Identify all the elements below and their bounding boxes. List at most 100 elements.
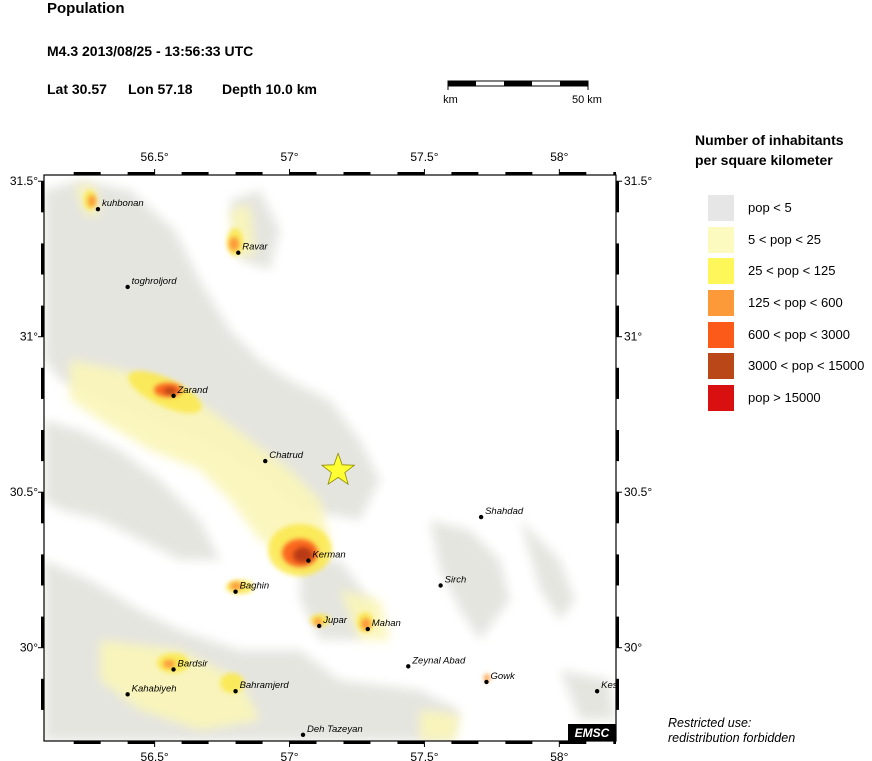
city-dot <box>233 689 238 694</box>
legend-label: pop < 5 <box>748 200 792 215</box>
frame-tick-right <box>616 243 619 275</box>
legend-label: pop > 15000 <box>748 390 821 406</box>
legend-swatch <box>708 290 734 317</box>
frame-tick-bottom <box>127 741 155 744</box>
city-dot <box>478 514 484 520</box>
legend-title-line1: Number of inhabitants <box>695 132 844 148</box>
frame-tick-left <box>41 430 44 462</box>
frame-tick-bottom <box>289 741 317 744</box>
scale-bar: 0 km 50 km <box>440 80 602 106</box>
lon-label-bottom: 58° <box>550 750 568 761</box>
frame-tick-left <box>41 243 44 275</box>
city-dot <box>594 689 600 694</box>
legend-swatch <box>708 385 734 412</box>
frame-tick-left <box>41 367 44 399</box>
frame-tick-top <box>451 172 479 175</box>
frame-tick-bottom <box>613 741 616 744</box>
frame-tick-top <box>235 172 263 175</box>
frame-tick-left <box>41 678 44 710</box>
city-label: Ravar <box>242 242 268 253</box>
scale-left-label: 0 km <box>440 94 458 106</box>
city-label: Jupar <box>322 615 348 626</box>
longitude-label: Lon 57.18 <box>128 81 193 97</box>
frame-tick-top <box>613 172 616 175</box>
lon-label-top: 56.5° <box>141 150 169 164</box>
city-dot <box>233 589 238 594</box>
longitude-tick-labels: 56.5° 56.5° 57° 57° 57.5° 57.5° 58° 58° <box>141 150 569 761</box>
frame-tick-bottom <box>559 741 587 744</box>
frame-tick-right <box>616 678 619 710</box>
lon-label-bottom: 57° <box>280 750 298 761</box>
lon-label-bottom: 56.5° <box>141 750 169 761</box>
legend-label: 600 < pop < 3000 <box>748 326 850 342</box>
frame-tick-bottom <box>181 741 209 744</box>
city-label: Kes <box>601 680 618 691</box>
frame-tick-top <box>73 172 101 175</box>
usage-note-line1: Restricted use: <box>668 716 752 730</box>
epicenter-star-icon <box>320 452 356 486</box>
legend-swatch <box>708 321 734 348</box>
legend-label: 3000 < pop < 15000 <box>748 358 865 374</box>
city-dot <box>406 664 411 669</box>
city-dot <box>484 679 489 685</box>
frame-tick-right <box>616 367 619 399</box>
latitude-label: Lat 30.57 <box>47 81 107 97</box>
lon-label-top: 57.5° <box>410 150 438 164</box>
frame-tick-bottom <box>451 741 479 744</box>
city-dot <box>125 692 130 697</box>
lat-label-left: 30.5° <box>10 485 38 499</box>
city-dot <box>95 207 101 212</box>
lat-label-right: 30.5° <box>624 485 652 499</box>
legend-swatch <box>708 258 734 285</box>
frame-tick-bottom <box>235 741 263 744</box>
lat-label-left: 31° <box>20 330 38 344</box>
frame-ticks <box>41 172 619 744</box>
lat-label-left: 30° <box>20 641 38 655</box>
frame-tick-left <box>41 616 44 648</box>
frame-tick-bottom <box>343 741 371 744</box>
city-dot <box>317 623 322 629</box>
city-label: Sirch <box>445 575 467 586</box>
lat-label-right: 31.5° <box>624 174 652 188</box>
frame-tick-top <box>127 172 155 175</box>
city-label: Zeynal Abad <box>411 655 466 666</box>
city-dot <box>171 667 176 672</box>
frame-tick-top <box>343 172 371 175</box>
frame-tick-right <box>616 492 619 524</box>
frame-tick-left <box>41 305 44 337</box>
lon-label-top: 57° <box>280 150 298 164</box>
frame-tick-left <box>41 492 44 524</box>
city-dot <box>365 626 370 632</box>
city-label: Kerman <box>312 550 345 561</box>
frame-tick-right <box>616 616 619 648</box>
event-summary: M4.3 2013/08/25 - 13:56:33 UTC <box>47 43 254 59</box>
frame-tick-left <box>41 554 44 586</box>
city-label: Deh Tazeyan <box>307 724 363 735</box>
frame-tick-right <box>616 305 619 337</box>
city-dot <box>263 458 268 464</box>
credit-label: EMSC <box>575 726 610 740</box>
legend-swatch <box>708 195 734 221</box>
city-dot <box>438 583 443 588</box>
frame-tick-top <box>181 172 209 175</box>
frame-tick-right <box>616 554 619 586</box>
frame-tick-left <box>41 181 44 213</box>
population-density-layer <box>44 180 615 741</box>
frame-tick-bottom <box>73 741 101 744</box>
city-label: Shahdad <box>485 506 524 517</box>
scale-right-label: 50 km <box>572 94 602 106</box>
legend-title-line2: per square kilometer <box>695 152 833 168</box>
frame-tick-right <box>616 181 619 213</box>
frame-tick-bottom <box>505 741 533 744</box>
city-dot <box>171 393 176 399</box>
frame-tick-top <box>505 172 533 175</box>
frame-tick-top <box>397 172 425 175</box>
legend-swatch <box>708 353 734 380</box>
city-label: Zarand <box>177 385 209 396</box>
lon-label-top: 58° <box>550 150 568 164</box>
city-label: Baghin <box>240 581 270 592</box>
city-dot <box>300 732 306 737</box>
frame-tick-right <box>616 430 619 462</box>
usage-note-line2: redistribution forbidden <box>668 731 796 745</box>
city-label: toghroljord <box>132 276 178 287</box>
